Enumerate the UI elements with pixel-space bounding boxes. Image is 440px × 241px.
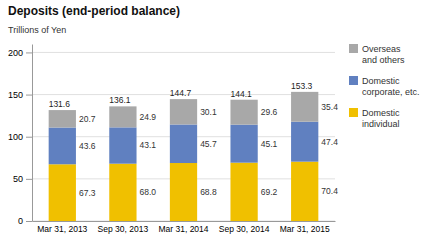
y-tick-label: 200 xyxy=(8,48,23,58)
data-label: 20.7 xyxy=(79,114,96,124)
chart: Deposits (end-period balance) Trillions o… xyxy=(0,0,440,241)
data-label: 29.6 xyxy=(261,107,278,117)
y-tick-mark xyxy=(26,137,32,138)
bar xyxy=(49,128,76,165)
bar xyxy=(230,163,257,221)
y-tick: 100 xyxy=(8,132,32,142)
y-tick-label: 150 xyxy=(8,90,23,100)
data-label: 45.7 xyxy=(200,139,217,149)
y-tick-mark xyxy=(26,52,32,53)
x-axis-line xyxy=(33,221,336,222)
x-tick-label: Sep 30, 2013 xyxy=(98,224,149,234)
data-label: 43.1 xyxy=(140,140,157,150)
bar xyxy=(230,100,257,125)
bar xyxy=(291,92,318,122)
x-tick-label: Mar 31, 2013 xyxy=(37,224,87,234)
y-axis-label: Trillions of Yen xyxy=(8,25,66,35)
x-tick: Sep 30, 2013 xyxy=(98,224,149,234)
data-label: 30.1 xyxy=(200,107,217,117)
x-tick: Mar 31, 2013 xyxy=(37,224,87,234)
data-label: 24.9 xyxy=(140,112,157,122)
legend-item: Overseasand others xyxy=(349,44,405,65)
y-tick: 0 xyxy=(18,216,32,226)
bar xyxy=(230,125,257,163)
bar xyxy=(170,124,197,163)
legend-swatch xyxy=(349,108,358,117)
x-tick-label: Mar 31, 2014 xyxy=(158,224,208,234)
y-tick-mark xyxy=(26,179,32,180)
bar xyxy=(170,163,197,221)
total-label: 144.7 xyxy=(170,88,192,98)
y-tick-label: 50 xyxy=(13,174,23,184)
total-label: 136.1 xyxy=(109,95,131,105)
total-label: 153.3 xyxy=(291,81,313,91)
data-label: 43.6 xyxy=(79,141,96,151)
legend-label: Overseasand others xyxy=(362,44,405,65)
title: Deposits (end-period balance) xyxy=(8,4,180,18)
y-tick: 200 xyxy=(8,48,32,58)
legend-label: Domesticcorporate, etc. xyxy=(362,76,420,97)
data-label: 69.2 xyxy=(261,187,278,197)
bar xyxy=(49,164,76,221)
total-label: 144.1 xyxy=(230,89,252,99)
bars xyxy=(49,92,319,221)
y-tick-label: 0 xyxy=(18,216,23,226)
data-label: 68.0 xyxy=(140,187,157,197)
x-axis: Mar 31, 2013 Sep 30, 2013 Mar 31, 2014 Sep … xyxy=(33,222,336,235)
y-axis: 0 50 100 150 200 xyxy=(8,45,33,227)
grid-line xyxy=(32,52,335,53)
x-tick-label: Sep 30, 2014 xyxy=(219,224,270,234)
bar xyxy=(109,106,136,127)
legend-item: Domesticindividual xyxy=(349,108,400,129)
data-label: 47.4 xyxy=(321,137,338,147)
bar xyxy=(109,127,136,163)
data-labels: 67.3 68.0 68.8 69.2 70.4 43.6 43.1 45.7 45.1 47.4… xyxy=(49,81,338,198)
bar xyxy=(170,99,197,124)
total-label: 131.6 xyxy=(49,99,71,109)
bar xyxy=(291,122,318,162)
legend-item: Domesticcorporate, etc. xyxy=(349,76,420,97)
grid xyxy=(32,52,335,221)
y-tick: 50 xyxy=(13,174,32,184)
legend-label: Domesticindividual xyxy=(362,108,400,129)
legend: Overseasand others Domesticcorporate, etc… xyxy=(349,44,420,129)
y-tick: 150 xyxy=(8,90,32,100)
data-label: 45.1 xyxy=(261,139,278,149)
y-tick-label: 100 xyxy=(8,132,23,142)
legend-swatch xyxy=(349,44,358,53)
x-tick: Mar 31, 2014 xyxy=(158,224,208,234)
x-tick: Mar 31, 2015 xyxy=(280,224,330,234)
y-tick-mark xyxy=(26,95,32,96)
legend-swatch xyxy=(349,76,358,85)
x-tick-label: Mar 31, 2015 xyxy=(280,224,330,234)
data-label: 67.3 xyxy=(79,188,96,198)
x-tick: Sep 30, 2014 xyxy=(219,224,270,234)
y-axis-line xyxy=(32,45,33,222)
bar xyxy=(291,162,318,221)
plot: 67.3 68.0 68.8 69.2 70.4 43.6 43.1 45.7 45.1 47.4… xyxy=(8,45,338,235)
bar xyxy=(109,164,136,221)
data-label: 70.4 xyxy=(321,186,338,196)
data-label: 35.4 xyxy=(321,102,338,112)
y-tick-mark xyxy=(26,221,32,222)
data-label: 68.8 xyxy=(200,187,217,197)
bar xyxy=(49,110,76,127)
